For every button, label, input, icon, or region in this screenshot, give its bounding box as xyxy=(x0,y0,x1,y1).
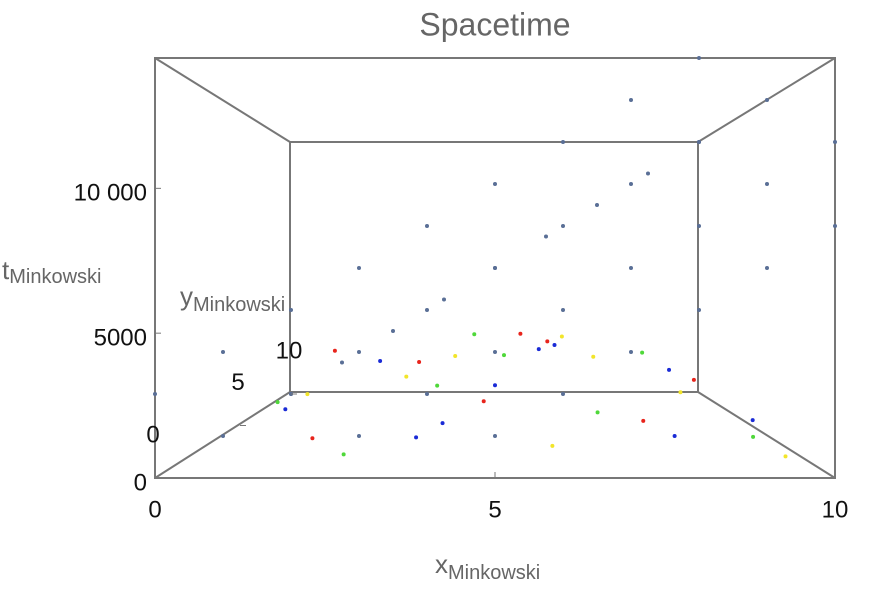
point xyxy=(414,435,419,440)
y-axis-symbol: y xyxy=(180,281,193,311)
point xyxy=(751,434,756,439)
point xyxy=(417,359,422,364)
x-tick-label: 0 xyxy=(148,496,161,523)
point xyxy=(275,400,280,405)
point xyxy=(518,331,523,336)
point xyxy=(501,353,506,358)
point xyxy=(340,360,344,365)
point xyxy=(552,342,557,347)
point xyxy=(667,367,672,372)
point xyxy=(442,297,446,302)
point xyxy=(357,350,361,354)
point xyxy=(750,418,755,423)
point xyxy=(561,308,565,312)
points xyxy=(153,56,837,459)
point xyxy=(765,266,769,270)
point xyxy=(629,182,633,186)
point xyxy=(440,421,445,426)
x-axis-subscript: Minkowski xyxy=(448,562,540,584)
point xyxy=(833,224,837,228)
point xyxy=(765,182,769,186)
point xyxy=(391,329,395,333)
point xyxy=(536,347,541,352)
point xyxy=(310,436,315,441)
point xyxy=(545,339,550,344)
point xyxy=(765,98,769,102)
point xyxy=(493,383,497,388)
point xyxy=(678,390,683,395)
t-tick-label: 5000 xyxy=(94,325,147,352)
t-axis-label: tMinkowski xyxy=(2,255,101,288)
y-tick-label: 10 xyxy=(276,337,303,364)
point xyxy=(153,392,157,396)
point xyxy=(357,266,361,270)
point xyxy=(697,224,701,228)
point xyxy=(641,418,646,423)
point xyxy=(404,374,409,379)
point xyxy=(493,266,497,270)
point xyxy=(453,353,458,358)
point xyxy=(550,443,555,448)
point xyxy=(561,392,565,396)
y-axis-label: yMinkowski xyxy=(180,281,285,316)
point xyxy=(425,392,429,396)
t-tick-label: 0 xyxy=(134,469,147,496)
point xyxy=(425,224,429,228)
x-tick-label: 5 xyxy=(488,496,501,523)
chart-title: Spacetime xyxy=(419,6,570,42)
point xyxy=(833,140,837,144)
point xyxy=(289,308,293,312)
point xyxy=(472,332,477,337)
y-tick-label: 5 xyxy=(231,369,244,396)
point xyxy=(629,266,633,270)
point xyxy=(435,383,440,388)
point xyxy=(646,171,650,176)
x-axis-label: xMinkowski xyxy=(435,549,540,584)
point xyxy=(629,98,633,102)
x-axis-symbol: x xyxy=(435,549,448,579)
back-face xyxy=(289,141,699,393)
x-tick-label: 10 xyxy=(822,496,849,523)
point xyxy=(493,434,497,438)
point xyxy=(341,452,346,457)
point xyxy=(378,358,383,363)
point xyxy=(672,434,677,439)
t-tick-label: 10 000 xyxy=(74,180,147,207)
point xyxy=(357,434,361,438)
t-axis-subscript: Minkowski xyxy=(9,266,101,288)
point xyxy=(493,182,497,186)
point xyxy=(629,350,633,354)
point xyxy=(481,399,486,404)
point xyxy=(595,203,599,207)
y-axis-subscript: Minkowski xyxy=(193,294,285,316)
point xyxy=(697,140,701,144)
point xyxy=(544,234,548,239)
box-edge xyxy=(154,57,291,143)
point xyxy=(283,407,288,412)
y-tick-label: 0 xyxy=(146,421,159,448)
point xyxy=(697,56,701,60)
box-edge xyxy=(697,391,836,479)
point xyxy=(493,350,497,354)
point xyxy=(691,377,696,382)
point xyxy=(559,334,564,339)
point xyxy=(221,434,225,438)
point xyxy=(305,392,310,397)
point xyxy=(640,350,645,355)
t-axis-symbol: t xyxy=(2,255,10,285)
point xyxy=(783,454,788,459)
point xyxy=(332,348,337,353)
point xyxy=(561,140,565,144)
point xyxy=(561,224,565,228)
point xyxy=(595,410,600,415)
point xyxy=(221,350,225,354)
point xyxy=(425,308,429,312)
point xyxy=(591,354,596,359)
point xyxy=(697,308,701,312)
